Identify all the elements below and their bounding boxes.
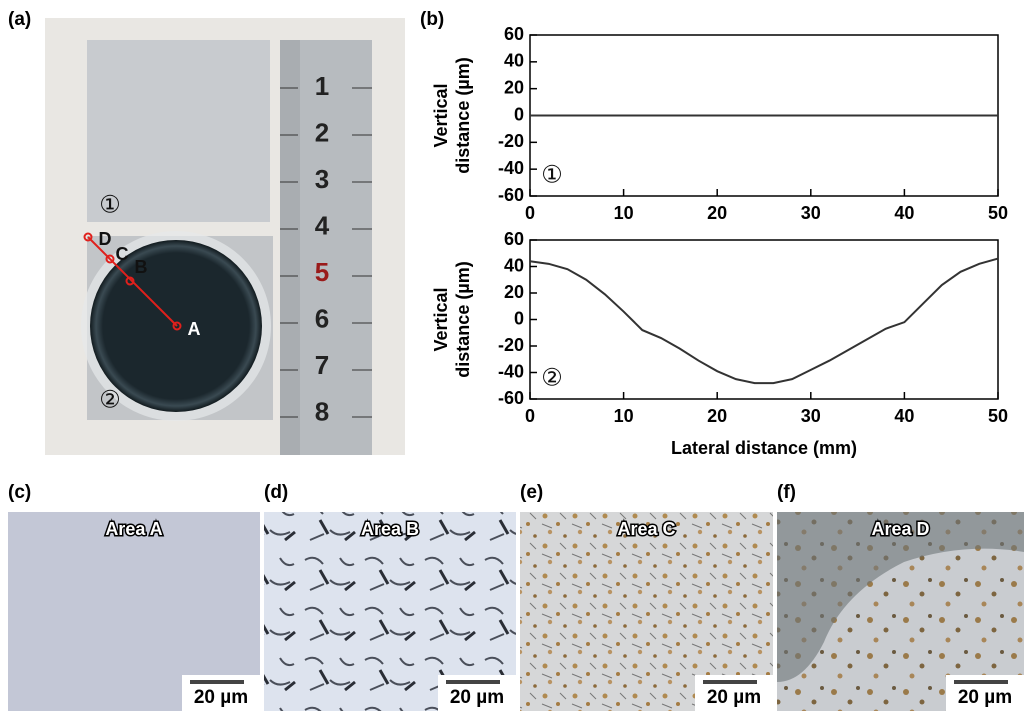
- area-title: Area A: [105, 519, 162, 539]
- ruler-number: 5: [315, 257, 329, 287]
- area-title: Area D: [871, 519, 929, 539]
- x-tick-label: 10: [614, 203, 634, 223]
- x-tick-label: 20: [707, 406, 727, 426]
- point-label: D: [99, 229, 112, 249]
- y-tick-label: 20: [504, 77, 524, 97]
- panel-label: (f): [777, 482, 796, 503]
- scale-label: 20 µm: [958, 687, 1012, 708]
- y-tick-label: 40: [504, 255, 524, 275]
- ruler-number: 8: [315, 396, 329, 426]
- x-tick-label: 50: [988, 203, 1008, 223]
- x-tick-label: 0: [525, 406, 535, 426]
- point-label: B: [135, 257, 148, 277]
- data-line: [530, 259, 998, 384]
- x-axis-label: Lateral distance (mm): [671, 438, 857, 458]
- x-tick-label: 30: [801, 203, 821, 223]
- y-tick-label: -20: [498, 335, 524, 355]
- y-axis-label: Vertical: [431, 83, 451, 147]
- annotation: ②: [541, 364, 563, 391]
- area-title: Area B: [361, 519, 419, 539]
- x-tick-label: 40: [894, 203, 914, 223]
- sample-label: ①: [99, 191, 121, 218]
- scale-label: 20 µm: [194, 687, 248, 708]
- scale-label: 20 µm: [450, 687, 504, 708]
- x-tick-label: 50: [988, 406, 1008, 426]
- x-tick-label: 20: [707, 203, 727, 223]
- sample-label: ②: [99, 386, 121, 413]
- ruler-number: 1: [315, 71, 329, 101]
- y-tick-label: -40: [498, 361, 524, 381]
- y-tick-label: 0: [514, 308, 524, 328]
- panel-label: (e): [520, 482, 543, 503]
- ruler-number: 7: [315, 350, 329, 380]
- y-tick-label: -40: [498, 158, 524, 178]
- panel-label: (a): [8, 9, 31, 30]
- ruler-number: 4: [315, 210, 330, 240]
- point-label: A: [188, 319, 201, 339]
- y-axis-label: distance (µm): [453, 57, 473, 173]
- x-tick-label: 0: [525, 203, 535, 223]
- scale-label: 20 µm: [707, 687, 761, 708]
- panel-label: (c): [8, 482, 31, 503]
- x-tick-label: 10: [614, 406, 634, 426]
- y-axis-label: Vertical: [431, 287, 451, 351]
- x-tick-label: 30: [801, 406, 821, 426]
- ruler-number: 6: [315, 303, 329, 333]
- plot-frame: [530, 240, 998, 399]
- y-tick-label: 60: [504, 24, 524, 44]
- y-axis-label: distance (µm): [453, 261, 473, 377]
- y-tick-label: 20: [504, 282, 524, 302]
- y-tick-label: 0: [514, 104, 524, 124]
- y-tick-label: -60: [498, 185, 524, 205]
- area-title: Area C: [617, 519, 675, 539]
- figure: (a) ① ② D C B A 1 2 3 4 5 6 7 8 (b) -60 -40 -20 0 2…: [0, 0, 1024, 711]
- ruler-number: 3: [315, 164, 329, 194]
- x-tick-label: 40: [894, 406, 914, 426]
- point-label: C: [116, 244, 129, 264]
- panel-label: (d): [264, 482, 288, 503]
- y-tick-label: 40: [504, 51, 524, 71]
- y-tick-label: 60: [504, 229, 524, 249]
- panel-label: (b): [420, 9, 444, 30]
- ruler-number: 2: [315, 117, 329, 147]
- y-tick-label: -20: [498, 131, 524, 151]
- annotation: ①: [541, 161, 563, 188]
- y-tick-label: -60: [498, 388, 524, 408]
